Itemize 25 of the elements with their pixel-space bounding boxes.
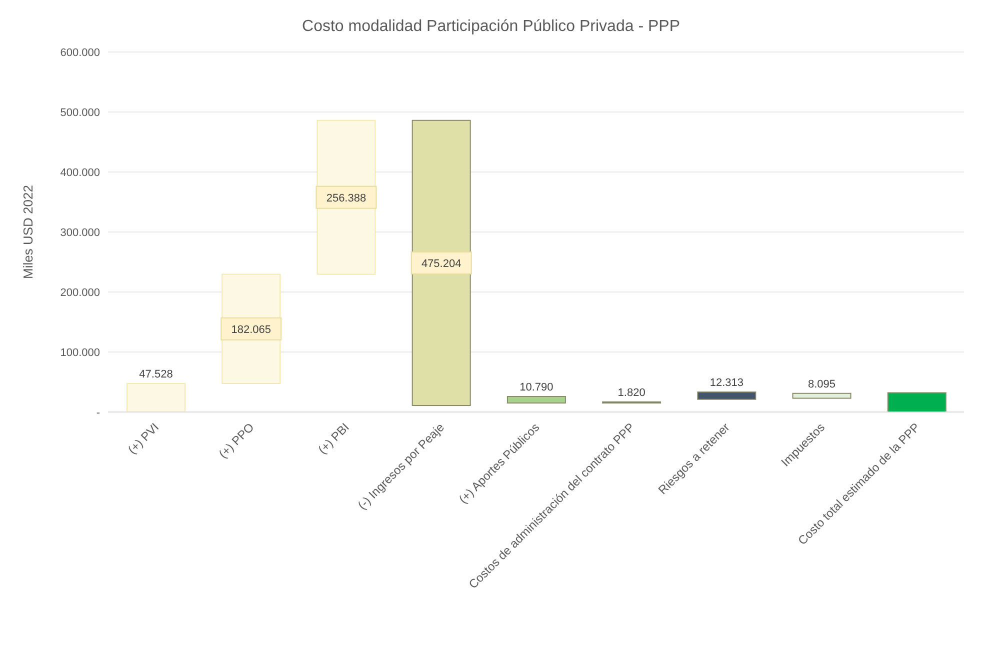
y-tick-label: 100.000 — [60, 346, 100, 359]
x-tick-label: (+) PBI — [315, 420, 352, 457]
data-label: 10.790 — [520, 382, 554, 394]
chart-title: Costo modalidad Participación Público Privada - PPP — [301, 17, 681, 37]
data-label: 8.095 — [808, 378, 836, 390]
y-tick-label: 300.000 — [60, 226, 100, 239]
y-tick-label: 200.000 — [60, 286, 100, 299]
bar — [697, 392, 756, 400]
bar — [887, 392, 946, 412]
data-label: 182.065 — [231, 324, 271, 336]
y-tick-label: - — [96, 406, 100, 419]
bar — [412, 120, 471, 406]
y-axis-title: Miles USD 2022 — [20, 185, 36, 279]
y-tick-label: 400.000 — [60, 166, 100, 179]
data-label: 475.204 — [421, 258, 462, 270]
bar — [792, 392, 852, 399]
y-tick-label: 600.000 — [60, 46, 100, 59]
bar — [126, 382, 186, 412]
data-label: 12.313 — [710, 377, 744, 390]
bar — [506, 396, 566, 404]
data-label: 47.528 — [139, 368, 173, 380]
data-label: 256.388 — [326, 192, 366, 204]
y-tick-label: 500.000 — [60, 106, 100, 119]
x-tick-label: (+) PVI — [125, 420, 162, 457]
data-label: 1.820 — [618, 386, 646, 399]
